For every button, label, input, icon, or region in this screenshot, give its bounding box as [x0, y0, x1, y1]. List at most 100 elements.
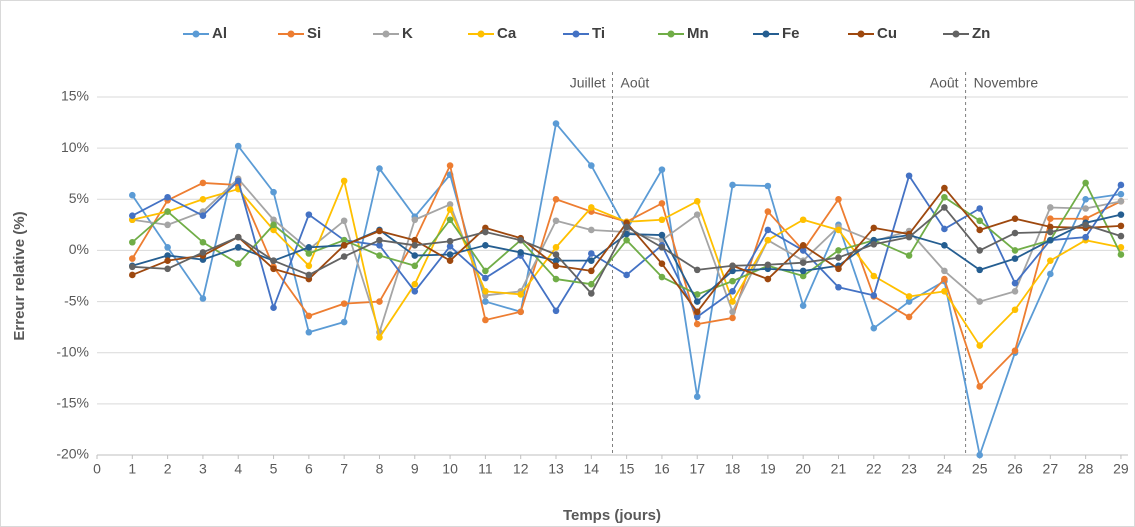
y-tick-label: -15% — [56, 395, 89, 411]
data-point — [517, 291, 524, 298]
y-tick-label: 0% — [69, 241, 89, 257]
data-point — [482, 274, 489, 282]
data-point — [270, 265, 277, 273]
x-tick-label: 27 — [1043, 461, 1059, 477]
data-point — [729, 314, 736, 322]
data-point — [623, 236, 630, 244]
data-point — [870, 324, 878, 332]
data-point — [482, 228, 489, 236]
x-tick-label: 7 — [340, 461, 348, 477]
x-tick-label: 8 — [376, 461, 384, 477]
data-point — [1011, 306, 1019, 314]
data-point — [517, 308, 524, 316]
data-point — [129, 271, 136, 279]
data-point — [729, 298, 736, 305]
y-tick-label: -5% — [64, 292, 89, 308]
data-point — [482, 288, 489, 295]
legend-label: Ti — [592, 25, 605, 42]
legend-marker — [667, 30, 675, 38]
x-tick-label: 12 — [513, 461, 529, 477]
data-point — [446, 216, 454, 224]
y-tick-label: -20% — [56, 446, 89, 462]
data-point — [941, 275, 948, 283]
data-point — [658, 273, 666, 281]
data-point — [588, 257, 595, 264]
x-tick-label: 14 — [584, 461, 600, 477]
data-point — [658, 200, 666, 207]
x-tick-label: 9 — [411, 461, 419, 477]
data-point — [1047, 270, 1054, 278]
data-point — [905, 293, 913, 300]
data-point — [305, 312, 313, 320]
data-point — [835, 265, 842, 273]
data-point — [941, 242, 948, 249]
data-point — [870, 272, 878, 280]
data-point — [870, 240, 878, 248]
data-point — [976, 247, 984, 254]
x-tick-label: 15 — [619, 461, 635, 477]
data-point — [305, 244, 313, 251]
data-point — [941, 267, 948, 275]
data-point — [234, 177, 242, 185]
data-point — [1082, 205, 1089, 212]
data-point — [764, 182, 772, 190]
data-point — [446, 162, 454, 169]
x-tick-label: 18 — [725, 461, 741, 477]
data-point — [517, 249, 524, 256]
data-point — [1047, 228, 1054, 236]
x-tick-label: 1 — [128, 461, 136, 477]
data-point — [446, 206, 454, 213]
data-point — [870, 224, 878, 232]
legend-marker — [952, 30, 960, 38]
data-point — [941, 204, 948, 211]
data-point — [835, 195, 842, 203]
data-point — [835, 254, 842, 261]
data-point — [693, 393, 701, 400]
legend-marker — [477, 30, 485, 38]
data-point — [799, 242, 807, 249]
x-tick-label: 13 — [548, 461, 564, 477]
data-point — [693, 198, 701, 205]
data-point — [164, 252, 171, 259]
data-point — [411, 280, 419, 288]
data-point — [905, 233, 913, 241]
data-point — [729, 308, 736, 316]
data-point — [129, 263, 136, 271]
data-point — [623, 271, 630, 279]
legend-label: Fe — [782, 25, 800, 42]
data-point — [1047, 257, 1054, 264]
data-point — [905, 172, 913, 180]
data-point — [1011, 229, 1019, 237]
data-point — [340, 300, 348, 307]
data-point — [941, 184, 948, 192]
data-point — [976, 383, 984, 390]
data-point — [658, 216, 666, 224]
legend-marker — [572, 30, 580, 38]
data-point — [482, 298, 489, 305]
data-point — [1047, 223, 1054, 231]
data-point — [693, 291, 701, 298]
data-point — [446, 251, 454, 258]
data-point — [588, 280, 595, 288]
data-point — [305, 328, 313, 336]
x-tick-label: 11 — [478, 461, 493, 477]
data-point — [941, 225, 948, 233]
data-point — [941, 288, 948, 295]
data-point — [1011, 247, 1019, 254]
data-point — [376, 236, 383, 244]
legend-marker — [857, 30, 865, 38]
data-point — [482, 267, 489, 275]
data-point — [376, 252, 383, 259]
legend-label: Mn — [687, 25, 709, 42]
data-point — [411, 252, 419, 259]
data-point — [164, 221, 171, 229]
data-point — [552, 195, 560, 203]
legend-label: Zn — [972, 25, 990, 42]
data-point — [693, 298, 701, 305]
data-point — [517, 236, 524, 244]
data-point — [305, 271, 313, 279]
data-point — [1082, 179, 1089, 187]
data-point — [552, 262, 560, 270]
data-point — [1082, 195, 1089, 203]
